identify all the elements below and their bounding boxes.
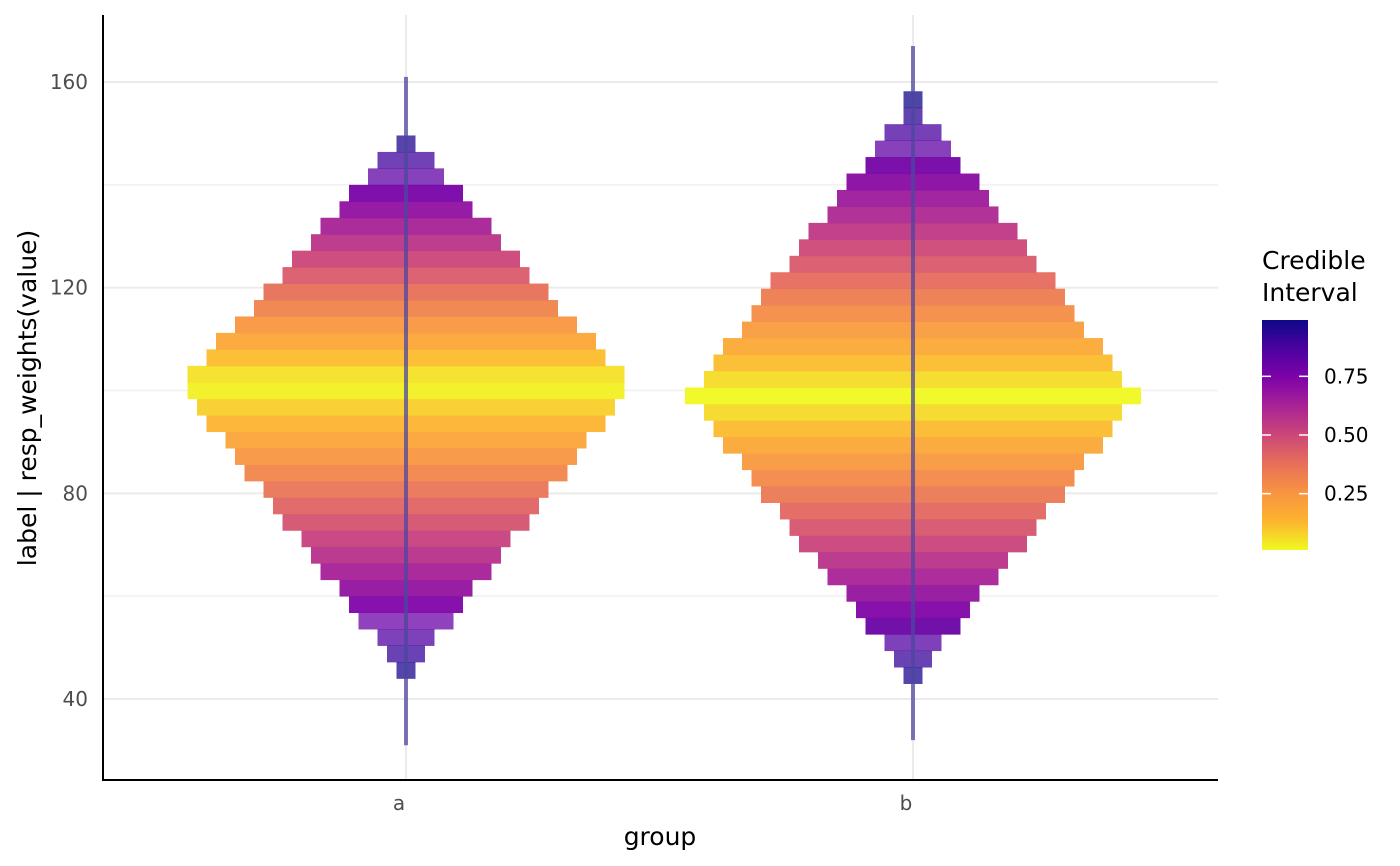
eye-b — [685, 46, 1141, 741]
axes — [102, 15, 1218, 781]
legend: Credible Interval 0.25 0.50 0.75 — [1262, 246, 1369, 550]
y-tick-label: 80 — [63, 481, 88, 505]
y-tick-labels: 40 80 120 160 — [50, 70, 88, 711]
y-tick-label: 40 — [63, 687, 88, 711]
x-tick-label: a — [393, 791, 405, 815]
legend-title-line2: Interval — [1262, 278, 1358, 307]
plot-marks — [187, 46, 1141, 746]
x-axis-title: group — [624, 822, 697, 851]
legend-tick-label: 0.50 — [1324, 423, 1369, 447]
legend-tick-label: 0.75 — [1324, 364, 1369, 388]
y-axis-title: label | resp_weights(value) — [13, 230, 42, 566]
x-tick-label: b — [900, 791, 913, 815]
y-tick-label: 120 — [50, 276, 88, 300]
legend-tick-label: 0.25 — [1324, 482, 1369, 506]
y-tick-label: 160 — [50, 70, 88, 94]
legend-title-line1: Credible — [1262, 246, 1366, 275]
eye-a — [187, 76, 625, 746]
